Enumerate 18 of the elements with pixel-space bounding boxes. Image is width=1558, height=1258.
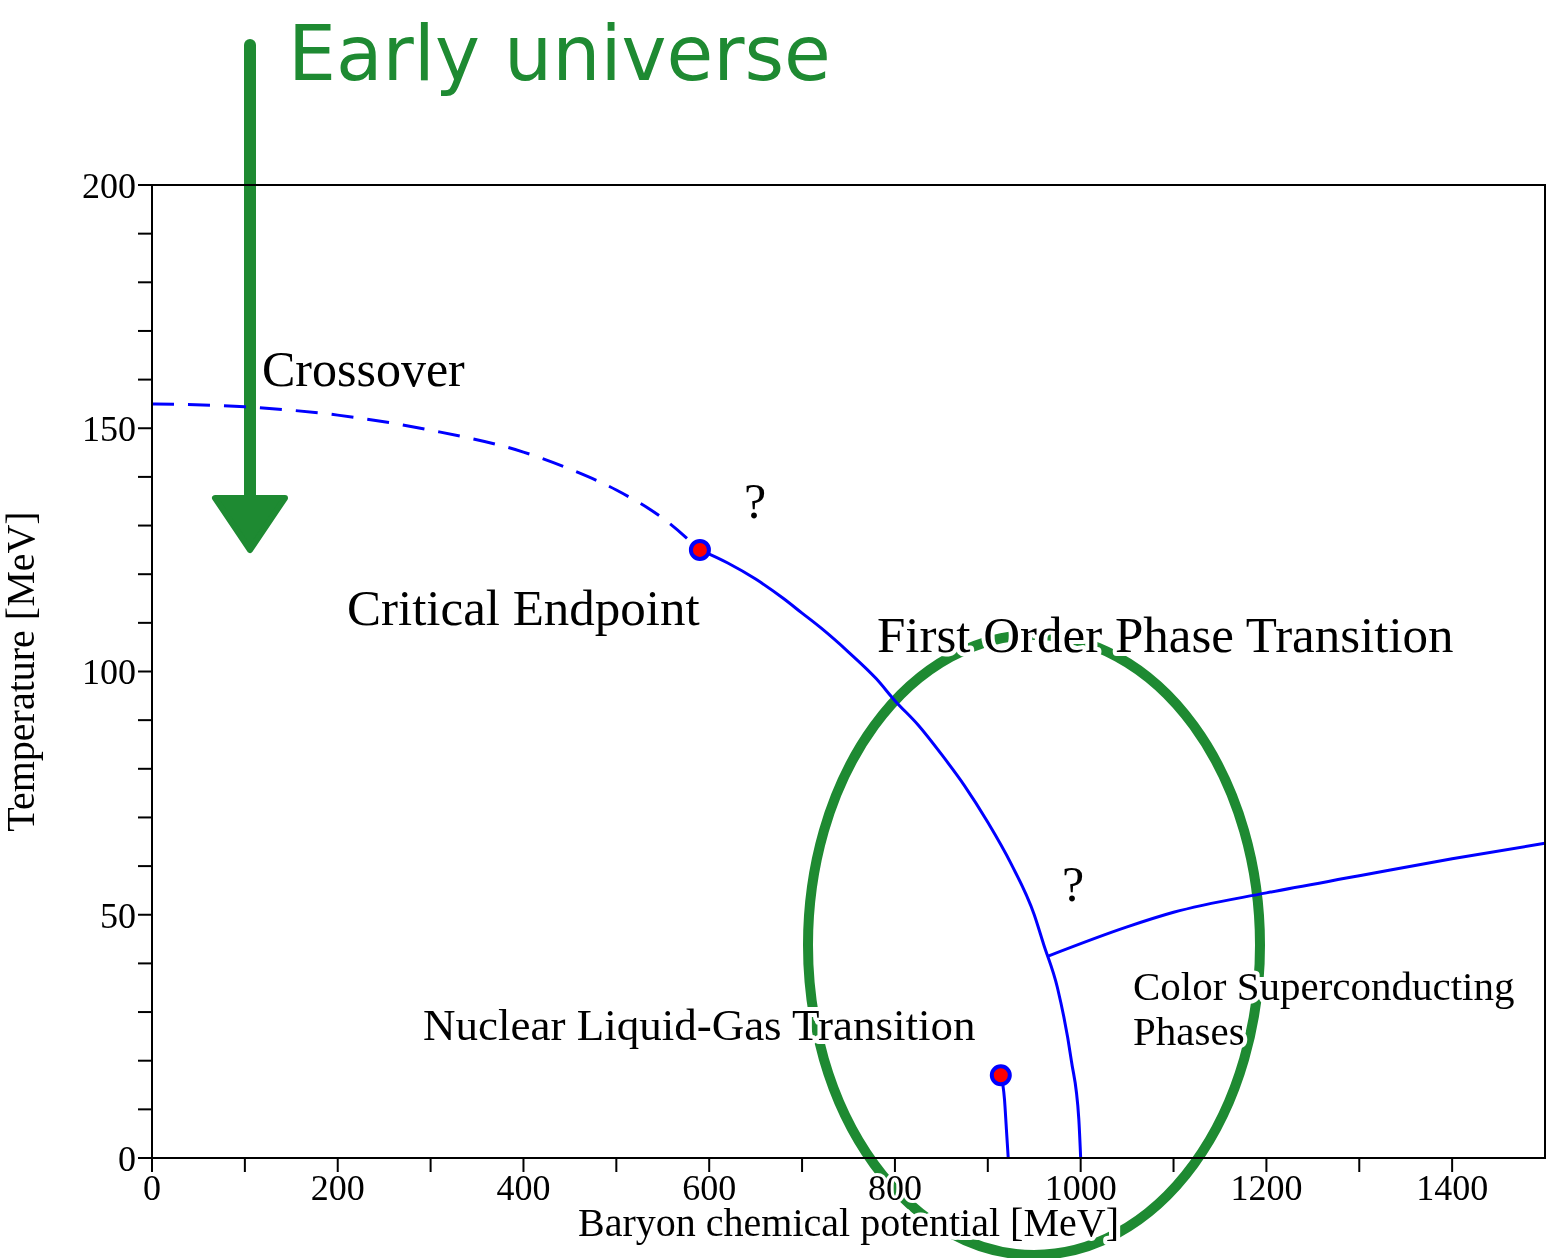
x-tick-label: 400: [496, 1167, 551, 1208]
annotation: Crossover: [262, 340, 466, 397]
x-tick-label: 600: [682, 1167, 737, 1208]
y-tick-label: 0: [118, 1138, 136, 1179]
x-tick-label: 0: [143, 1167, 161, 1208]
x-tick-label: 1000: [1044, 1167, 1117, 1208]
y-tick-label: 150: [82, 409, 136, 450]
annotation: ?: [744, 472, 767, 529]
y-axis-title: Temperature [MeV]: [0, 511, 44, 832]
annotation: Critical Endpoint: [347, 579, 700, 636]
x-tick-label: 1400: [1416, 1167, 1489, 1208]
y-tick-label: 100: [82, 652, 136, 693]
y-tick-label: 200: [82, 165, 136, 206]
x-tick-label: 200: [310, 1167, 365, 1208]
y-tick-label: 50: [100, 895, 136, 936]
annotation: ?: [1062, 855, 1085, 912]
x-tick-label: 1200: [1230, 1167, 1303, 1208]
chart-title: Early universe: [288, 9, 831, 98]
